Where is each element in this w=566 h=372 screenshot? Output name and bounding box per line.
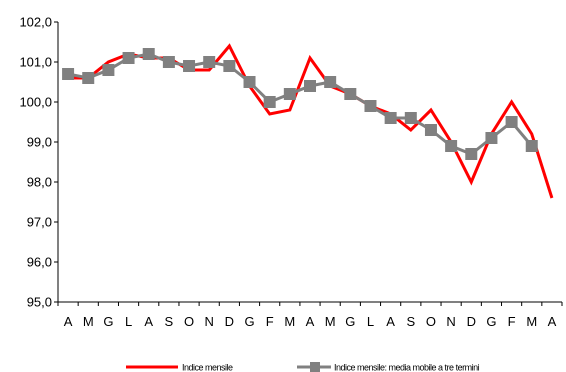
y-tick-label: 99,0 — [27, 135, 52, 150]
data-point-marker — [142, 48, 155, 60]
data-point-marker — [525, 140, 538, 152]
x-tick-label: M — [284, 314, 295, 329]
series-markers — [62, 48, 538, 160]
x-tick-label: F — [508, 314, 516, 329]
x-tick-label: O — [426, 314, 436, 329]
data-point-marker — [283, 88, 296, 100]
data-point-marker — [223, 60, 236, 72]
x-tick-label: G — [486, 314, 496, 329]
data-point-marker — [102, 64, 115, 76]
data-point-marker — [203, 56, 216, 68]
x-tick-label: A — [144, 314, 153, 329]
series-line-indice-mensile — [68, 43, 554, 199]
x-tick-label: M — [526, 314, 537, 329]
x-tick-label: D — [225, 314, 234, 329]
x-tick-label: A — [548, 314, 557, 329]
x-tick-label: F — [266, 314, 274, 329]
x-tick-label: S — [406, 314, 415, 329]
chart-legend: Indice mensile Indice mensile: media mobi… — [126, 362, 480, 372]
legend-swatch-marker — [310, 362, 320, 372]
y-tick-label: 97,0 — [27, 215, 52, 230]
x-tick-label: A — [306, 314, 315, 329]
data-point-marker — [384, 112, 397, 124]
series-lines — [67, 43, 554, 199]
x-tick-label: A — [386, 314, 395, 329]
y-tick-label: 101,0 — [19, 55, 52, 70]
data-point-marker — [122, 52, 135, 64]
x-tick-label: M — [325, 314, 336, 329]
data-point-marker — [424, 124, 437, 136]
data-point-marker — [404, 112, 417, 124]
x-tick-label: N — [446, 314, 455, 329]
data-point-marker — [243, 76, 256, 88]
x-tick-label: M — [83, 314, 94, 329]
y-tick-label: 95,0 — [27, 295, 52, 310]
legend-label-indice-mensile: Indice mensile — [182, 363, 233, 372]
x-tick-label: G — [103, 314, 113, 329]
data-point-marker — [162, 56, 175, 68]
data-point-marker — [82, 72, 95, 84]
chart-axes — [57, 22, 562, 303]
x-tick-label: L — [125, 314, 132, 329]
x-tick-label: G — [244, 314, 254, 329]
x-tick-label: D — [467, 314, 476, 329]
y-tick-label: 98,0 — [27, 175, 52, 190]
x-tick-label: N — [205, 314, 214, 329]
data-point-marker — [445, 140, 458, 152]
x-tick-label: S — [165, 314, 174, 329]
x-tick-label: G — [345, 314, 355, 329]
x-tick-label: L — [367, 314, 374, 329]
y-tick-label: 100,0 — [19, 95, 52, 110]
data-point-marker — [505, 116, 518, 128]
y-axis-ticks: 95,0 96,0 97,0 98,0 99,0 100,0 101,0 102,0 — [19, 15, 58, 310]
x-tick-label: A — [64, 314, 73, 329]
data-point-marker — [485, 132, 498, 144]
y-tick-label: 102,0 — [19, 15, 52, 30]
data-point-marker — [304, 80, 316, 92]
data-point-marker — [364, 100, 377, 112]
data-point-marker — [324, 76, 337, 88]
data-point-marker — [263, 96, 276, 108]
x-tick-label: O — [184, 314, 194, 329]
data-point-marker — [62, 68, 75, 80]
data-point-marker — [183, 60, 196, 72]
legend-label-media-mobile: Indice mensile: media mobile a tre termi… — [334, 363, 480, 372]
series-line-media-mobile — [67, 52, 533, 156]
data-point-marker — [465, 148, 478, 160]
y-tick-label: 96,0 — [27, 255, 52, 270]
data-point-marker — [344, 88, 357, 100]
